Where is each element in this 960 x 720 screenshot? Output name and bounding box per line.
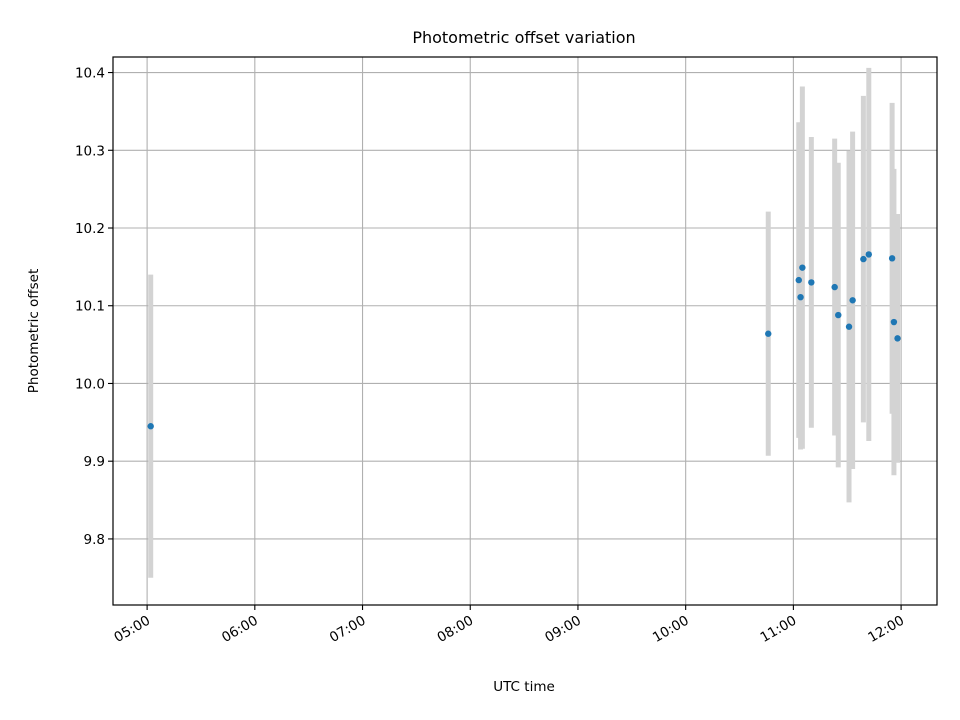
x-tick-label: 06:00	[219, 613, 261, 646]
error-bars	[148, 67, 901, 578]
y-tick-label: 10.0	[75, 376, 105, 392]
x-tick-label: 10:00	[650, 613, 692, 646]
x-axis-label: UTC time	[493, 679, 555, 695]
data-point	[849, 297, 856, 304]
data-point	[797, 293, 804, 301]
x-tick-label: 11:00	[758, 613, 800, 646]
data-point	[795, 276, 802, 284]
chart-title: Photometric offset variation	[412, 28, 635, 47]
data-point	[765, 330, 772, 337]
data-point	[894, 335, 901, 342]
plot-area-frame	[112, 56, 938, 606]
y-tick-label: 10.3	[75, 143, 105, 159]
data-point	[865, 251, 872, 258]
x-tick-label: 12:00	[865, 613, 907, 646]
y-tick-label: 10.4	[75, 66, 105, 82]
y-axis-label: Photometric offset	[26, 269, 42, 393]
y-tick-label: 9.8	[84, 532, 105, 548]
data-point	[888, 255, 896, 262]
x-tick-label: 09:00	[542, 613, 584, 646]
y-tick-label: 9.9	[84, 454, 105, 470]
data-point	[890, 318, 898, 326]
data-point	[147, 423, 154, 430]
y-tick-label: 10.2	[75, 221, 105, 237]
data-point	[799, 264, 806, 271]
y-axis-ticks: 9.8 9.9 10.0 10.1 10.2 10.3 10.4	[75, 66, 113, 548]
y-tick-label: 10.1	[75, 299, 105, 315]
x-tick-label: 07:00	[327, 613, 369, 646]
data-point	[831, 283, 838, 291]
data-point	[808, 279, 815, 286]
x-axis-ticks: 05:00 06:00 07:00 08:00 09:00 10:00 11:00 12:00	[111, 605, 907, 646]
x-tick-label: 05:00	[111, 613, 153, 646]
data-point	[860, 255, 867, 263]
data-points	[147, 251, 901, 430]
x-tick-label: 08:00	[435, 613, 477, 646]
data-point	[845, 323, 853, 330]
data-point	[835, 311, 842, 319]
